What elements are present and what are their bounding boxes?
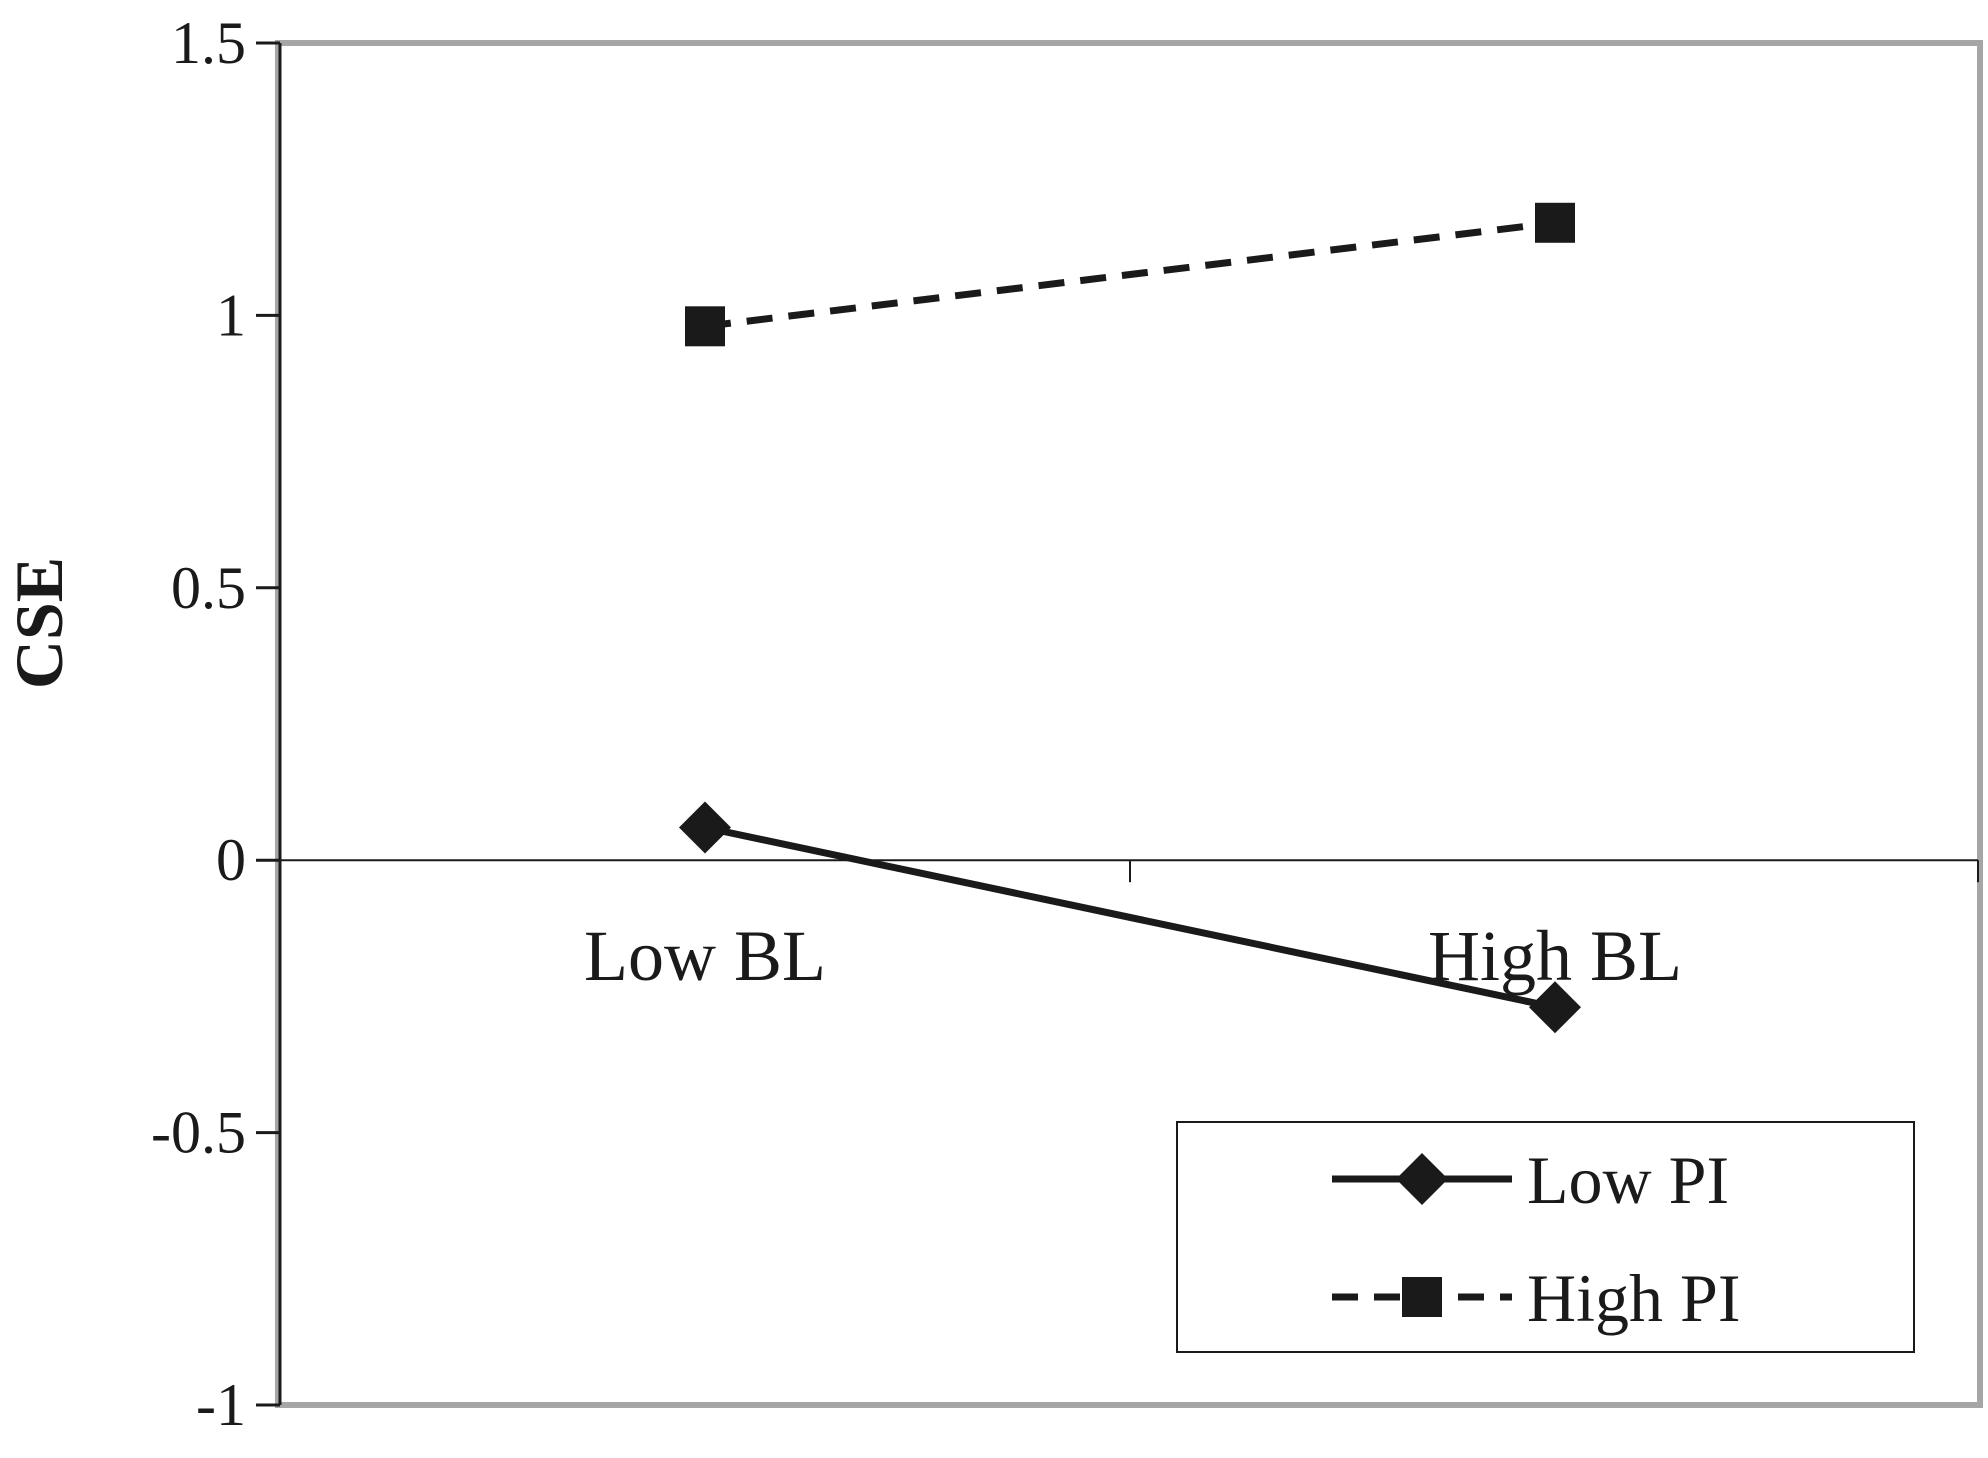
y-tick-label: 1 xyxy=(216,282,246,348)
y-tick-label: 1.5 xyxy=(171,10,246,76)
x-axis-zero-line xyxy=(280,859,1979,883)
y-tick-label: -0.5 xyxy=(151,1100,246,1166)
y-axis-label: CSE xyxy=(1,557,77,689)
x-category-label: Low BL xyxy=(584,916,826,996)
plot-area-frame xyxy=(275,40,1983,1408)
legend: Low PI High PI xyxy=(1176,1121,1915,1353)
series-low-pi xyxy=(679,801,1581,1034)
series-high-pi xyxy=(685,202,1575,347)
data-point xyxy=(679,801,731,854)
data-point xyxy=(1529,981,1581,1034)
series-line xyxy=(704,219,1556,330)
y-tick-label: 0.5 xyxy=(171,555,246,621)
legend-swatch-marker xyxy=(1402,1277,1442,1317)
series-line xyxy=(704,824,1556,1011)
data-point xyxy=(685,306,725,347)
legend-box xyxy=(1176,1121,1915,1353)
legend-label: Low PI xyxy=(1527,1142,1729,1218)
series-layer xyxy=(679,202,1581,1034)
legend-swatch-marker xyxy=(1396,1153,1448,1205)
data-point xyxy=(1535,202,1575,243)
y-axis-ticks: -1 -0.5 0 0.5 1 1.5 xyxy=(151,10,280,1438)
legend-label: High PI xyxy=(1527,1260,1740,1336)
y-tick-label: 0 xyxy=(216,827,246,893)
y-tick-label: -1 xyxy=(196,1372,246,1438)
